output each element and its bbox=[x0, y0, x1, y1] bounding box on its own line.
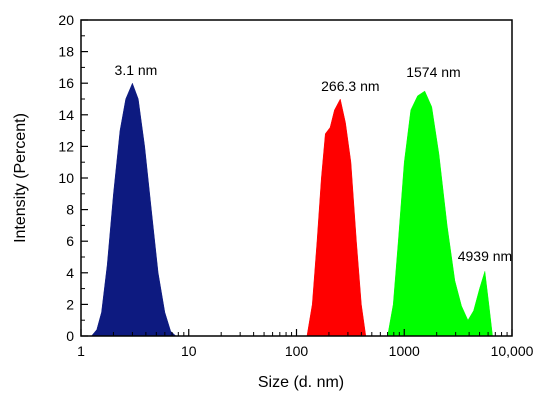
y-tick-label: 0 bbox=[66, 328, 74, 344]
series-3-area bbox=[387, 90, 493, 337]
peak-label: 3.1 nm bbox=[115, 62, 158, 78]
peak-label: 266.3 nm bbox=[321, 78, 379, 94]
x-tick-label: 10,000 bbox=[491, 343, 534, 359]
y-tick-label: 8 bbox=[66, 202, 74, 218]
y-tick-label: 12 bbox=[58, 138, 74, 154]
series-layer bbox=[90, 82, 493, 337]
x-axis-title: Size (d. nm) bbox=[258, 374, 344, 391]
y-tick-label: 20 bbox=[58, 12, 74, 28]
x-tick-label: 1000 bbox=[389, 343, 420, 359]
y-tick-label: 2 bbox=[66, 296, 74, 312]
x-tick-label: 1 bbox=[77, 343, 85, 359]
y-tick-label: 16 bbox=[58, 75, 74, 91]
y-axis-title: Intensity (Percent) bbox=[12, 113, 29, 243]
x-tick-label: 100 bbox=[285, 343, 309, 359]
y-tick-label: 18 bbox=[58, 44, 74, 60]
series-2-area bbox=[306, 98, 367, 337]
peak-label: 1574 nm bbox=[406, 64, 460, 80]
series-1-area bbox=[90, 82, 177, 337]
y-tick-label: 4 bbox=[66, 265, 74, 281]
y-tick-label: 6 bbox=[66, 233, 74, 249]
axes-layer: 1 10 100 1000 10,000 0 2 4 6 8 10 12 14 16 18 20 bbox=[58, 12, 533, 359]
x-tick-label: 10 bbox=[181, 343, 197, 359]
y-tick-label: 10 bbox=[58, 170, 74, 186]
y-tick-label: 14 bbox=[58, 107, 74, 123]
labels-layer: 3.1 nm 266.3 nm 1574 nm 4939 nm bbox=[115, 62, 513, 264]
peak-label: 4939 nm bbox=[458, 248, 512, 264]
